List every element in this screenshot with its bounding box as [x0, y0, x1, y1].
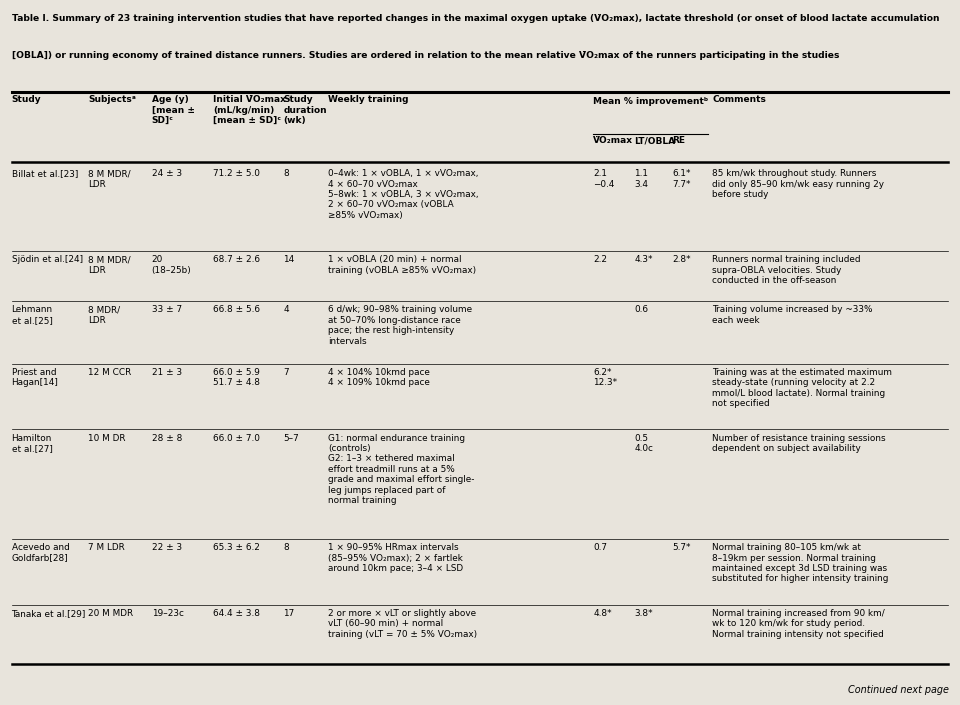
- Text: 1.1
3.4: 1.1 3.4: [635, 169, 649, 189]
- Text: Normal training 80–105 km/wk at
8–19km per session. Normal training
maintained e: Normal training 80–105 km/wk at 8–19km p…: [712, 543, 889, 583]
- Text: 12 M CCR: 12 M CCR: [88, 368, 132, 377]
- Text: LT/OBLA: LT/OBLA: [635, 136, 676, 145]
- Text: 4.8*: 4.8*: [593, 609, 612, 618]
- Text: 28 ± 8: 28 ± 8: [152, 434, 182, 443]
- Text: 66.8 ± 5.6: 66.8 ± 5.6: [213, 305, 260, 314]
- Text: 64.4 ± 3.8: 64.4 ± 3.8: [213, 609, 260, 618]
- Text: Mean % improvementᵇ: Mean % improvementᵇ: [592, 97, 708, 106]
- Text: Comments: Comments: [712, 95, 766, 104]
- Text: 5–7: 5–7: [283, 434, 299, 443]
- Text: 66.0 ± 7.0: 66.0 ± 7.0: [213, 434, 260, 443]
- Text: 10 M DR: 10 M DR: [88, 434, 126, 443]
- Text: Billat et al.[23]: Billat et al.[23]: [12, 169, 78, 178]
- Text: Continued next page: Continued next page: [848, 685, 948, 695]
- Text: Training volume increased by ~33%
each week: Training volume increased by ~33% each w…: [712, 305, 873, 325]
- Text: 17: 17: [283, 609, 295, 618]
- Text: 0.5
4.0c: 0.5 4.0c: [635, 434, 654, 453]
- Text: Hamilton
et al.[27]: Hamilton et al.[27]: [12, 434, 53, 453]
- Text: 6 d/wk; 90–98% training volume
at 50–70% long-distance race
pace; the rest high-: 6 d/wk; 90–98% training volume at 50–70%…: [328, 305, 472, 345]
- Text: [OBLA]) or running economy of trained distance runners. Studies are ordered in r: [OBLA]) or running economy of trained di…: [12, 51, 839, 60]
- Text: Runners normal training included
supra-OBLA velocities. Study
conducted in the o: Runners normal training included supra-O…: [712, 255, 861, 285]
- Text: 0.7: 0.7: [593, 543, 608, 552]
- Text: 20
(18–25b): 20 (18–25b): [152, 255, 191, 275]
- Text: 14: 14: [283, 255, 295, 264]
- Text: 4 × 104% 10kmd pace
4 × 109% 10kmd pace: 4 × 104% 10kmd pace 4 × 109% 10kmd pace: [328, 368, 430, 387]
- Text: 4: 4: [283, 305, 289, 314]
- Text: G1: normal endurance training
(controls)
G2: 1–3 × tethered maximal
effort tread: G1: normal endurance training (controls)…: [328, 434, 475, 505]
- Text: RE: RE: [672, 136, 685, 145]
- Text: 33 ± 7: 33 ± 7: [152, 305, 181, 314]
- Text: 7: 7: [283, 368, 289, 377]
- Text: 20 M MDR: 20 M MDR: [88, 609, 133, 618]
- Text: 19–23c: 19–23c: [152, 609, 183, 618]
- Text: 22 ± 3: 22 ± 3: [152, 543, 181, 552]
- Text: 3.8*: 3.8*: [635, 609, 653, 618]
- Text: 21 ± 3: 21 ± 3: [152, 368, 181, 377]
- Text: 8: 8: [283, 169, 289, 178]
- Text: 6.2*
12.3*: 6.2* 12.3*: [593, 368, 617, 387]
- Text: 24 ± 3: 24 ± 3: [152, 169, 181, 178]
- Text: 7 M LDR: 7 M LDR: [88, 543, 125, 552]
- Text: 8: 8: [283, 543, 289, 552]
- Text: Tanaka et al.[29]: Tanaka et al.[29]: [12, 609, 85, 618]
- Text: Sjödin et al.[24]: Sjödin et al.[24]: [12, 255, 83, 264]
- Text: 8 M MDR/
LDR: 8 M MDR/ LDR: [88, 255, 131, 275]
- Text: 65.3 ± 6.2: 65.3 ± 6.2: [213, 543, 260, 552]
- Text: 66.0 ± 5.9
51.7 ± 4.8: 66.0 ± 5.9 51.7 ± 4.8: [213, 368, 260, 387]
- Text: 2.8*: 2.8*: [672, 255, 690, 264]
- Text: Normal training increased from 90 km/
wk to 120 km/wk for study period.
Normal t: Normal training increased from 90 km/ wk…: [712, 609, 885, 639]
- Text: 2.2: 2.2: [593, 255, 608, 264]
- Text: Initial V̇O₂max
(mL/kg/min)
[mean ± SD]ᶜ: Initial V̇O₂max (mL/kg/min) [mean ± SD]ᶜ: [213, 95, 286, 125]
- Text: 85 km/wk throughout study. Runners
did only 85–90 km/wk easy running 2y
before s: 85 km/wk throughout study. Runners did o…: [712, 169, 884, 199]
- Text: Priest and
Hagan[14]: Priest and Hagan[14]: [12, 368, 59, 387]
- Text: 8 MDR/
LDR: 8 MDR/ LDR: [88, 305, 120, 325]
- Text: Subjectsᵃ: Subjectsᵃ: [88, 95, 136, 104]
- Text: Number of resistance training sessions
dependent on subject availability: Number of resistance training sessions d…: [712, 434, 886, 453]
- Text: 8 M MDR/
LDR: 8 M MDR/ LDR: [88, 169, 131, 189]
- Text: Acevedo and
Goldfarb[28]: Acevedo and Goldfarb[28]: [12, 543, 69, 563]
- Text: 2.1
−0.4: 2.1 −0.4: [593, 169, 614, 189]
- Text: Study
duration
(wk): Study duration (wk): [283, 95, 326, 125]
- Text: 1 × 90–95% HRmax intervals
(85–95% VO₂max); 2 × fartlek
around 10km pace; 3–4 × : 1 × 90–95% HRmax intervals (85–95% VO₂ma…: [328, 543, 464, 573]
- Text: Training was at the estimated maximum
steady-state (running velocity at 2.2
mmol: Training was at the estimated maximum st…: [712, 368, 892, 408]
- Text: V̇O₂max: V̇O₂max: [593, 136, 634, 145]
- Text: 0–4wk: 1 × vOBLA, 1 × vVO₂max,
4 × 60–70 vVO₂max
5–8wk: 1 × vOBLA, 3 × vVO₂max,
: 0–4wk: 1 × vOBLA, 1 × vVO₂max, 4 × 60–70…: [328, 169, 479, 220]
- Text: 71.2 ± 5.0: 71.2 ± 5.0: [213, 169, 260, 178]
- Text: Age (y)
[mean ±
SD]ᶜ: Age (y) [mean ± SD]ᶜ: [152, 95, 195, 125]
- Text: 1 × vOBLA (20 min) + normal
training (vOBLA ≥85% vVO₂max): 1 × vOBLA (20 min) + normal training (vO…: [328, 255, 476, 275]
- Text: 6.1*
7.7*: 6.1* 7.7*: [672, 169, 690, 189]
- Text: Lehmann
et al.[25]: Lehmann et al.[25]: [12, 305, 53, 325]
- Text: Table I. Summary of 23 training intervention studies that have reported changes : Table I. Summary of 23 training interven…: [12, 14, 939, 23]
- Text: 68.7 ± 2.6: 68.7 ± 2.6: [213, 255, 260, 264]
- Text: Study: Study: [12, 95, 41, 104]
- Text: 4.3*: 4.3*: [635, 255, 653, 264]
- Text: Weekly training: Weekly training: [328, 95, 409, 104]
- Text: 2 or more × vLT or slightly above
vLT (60–90 min) + normal
training (vLT = 70 ± : 2 or more × vLT or slightly above vLT (6…: [328, 609, 477, 639]
- Text: 5.7*: 5.7*: [672, 543, 690, 552]
- Text: 0.6: 0.6: [635, 305, 649, 314]
